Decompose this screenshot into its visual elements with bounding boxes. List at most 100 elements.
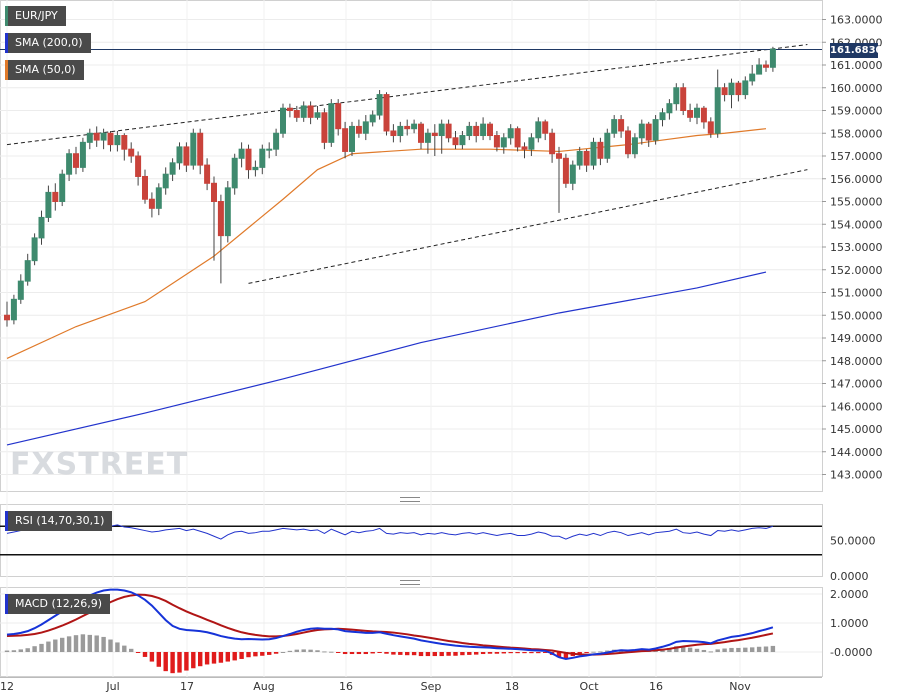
macd-histogram-bar-negative <box>273 652 279 654</box>
candle-down <box>342 128 349 152</box>
candle-up <box>328 103 335 143</box>
sma200-line <box>6 271 767 446</box>
candle-up <box>611 119 618 134</box>
candle-up <box>59 173 66 202</box>
macd-histogram-bar-positive <box>598 651 603 653</box>
price-tick-label: 152.0000 <box>830 264 883 277</box>
candle-up <box>259 148 266 168</box>
macd-legend[interactable]: MACD (12,26,9) <box>5 594 111 614</box>
rsi-legend[interactable]: RSI (14,70,30,1) <box>5 511 113 531</box>
macd-histogram-bar-positive <box>605 650 610 652</box>
sma200-legend[interactable]: SMA (200,0) <box>5 33 91 53</box>
macd-histogram-bar-negative <box>556 652 562 658</box>
candle-down <box>128 148 135 157</box>
candle-down <box>93 132 100 141</box>
candle-up <box>155 187 162 209</box>
candle-up <box>79 141 86 168</box>
candle-down <box>197 132 204 166</box>
macd-histogram-bar-negative <box>508 652 513 654</box>
candle-up <box>280 107 286 134</box>
price-tick-label: 159.0000 <box>830 105 883 118</box>
time-tick-label: Aug <box>253 680 274 693</box>
candle-up <box>224 187 231 237</box>
candle-down <box>700 107 707 123</box>
macd-histogram-bar-positive <box>115 642 120 652</box>
macd-line <box>6 588 774 660</box>
macd-label: MACD (12,26,9) <box>15 597 103 610</box>
candle-down <box>211 182 217 203</box>
grip-icon <box>400 580 420 585</box>
macd-color-swatch <box>5 594 8 614</box>
macd-histogram-bar-negative <box>349 652 355 655</box>
macd-histogram-bar-positive <box>750 647 755 652</box>
candle-up <box>500 137 507 148</box>
candle-up <box>314 112 321 118</box>
candle-down <box>562 157 569 184</box>
candle-up <box>349 125 355 152</box>
macd-histogram-bar-negative <box>177 652 182 673</box>
candle-down <box>355 125 362 134</box>
rsi-label: RSI (14,70,30,1) <box>15 514 105 527</box>
macd-histogram-bar-positive <box>4 650 10 652</box>
price-tick-label: 143.0000 <box>830 469 883 482</box>
time-tick-label: 18 <box>505 680 519 693</box>
rsi-line <box>6 523 774 540</box>
candle-up <box>169 162 176 175</box>
rsi-color-swatch <box>5 511 8 531</box>
macd-histogram-bar-negative <box>232 652 237 661</box>
macd-histogram-bar-negative <box>267 652 272 655</box>
candle-down <box>583 150 590 166</box>
candle-down <box>245 148 252 171</box>
candle-down <box>390 130 397 137</box>
price-tick-label: 151.0000 <box>830 287 883 300</box>
candle-up <box>749 73 756 82</box>
candle-up <box>576 150 583 166</box>
candle-up <box>652 119 659 141</box>
candle-up <box>659 112 666 121</box>
macd-histogram-bar-positive <box>280 652 286 653</box>
candle-up <box>362 121 369 134</box>
macd-histogram-bar-positive <box>11 650 17 652</box>
candle-up <box>480 123 487 137</box>
candle-down <box>687 110 694 118</box>
macd-histogram-bar-negative <box>225 652 230 662</box>
macd-tick-label: 1.0000 <box>830 617 869 630</box>
candle-down <box>487 123 493 137</box>
candle-up <box>231 157 238 189</box>
rsi-pane-resize-handle[interactable] <box>0 496 822 502</box>
macd-histogram-bar-positive <box>108 639 113 652</box>
candle-up <box>756 64 763 75</box>
macd-histogram-bar-positive <box>701 649 707 652</box>
price-tick-label: 149.0000 <box>830 332 883 345</box>
macd-histogram-bar-positive <box>322 651 327 653</box>
macd-histogram-bar-negative <box>135 652 141 653</box>
sma50-color-swatch <box>5 60 8 80</box>
candle-up <box>24 260 31 282</box>
time-tick-label: 17 <box>180 680 194 693</box>
sma50-legend[interactable]: SMA (50,0) <box>5 60 84 80</box>
macd-histogram-bar-negative <box>474 652 479 655</box>
rsi-tick-label: 0.0000 <box>830 570 869 583</box>
macd-signal-line <box>6 593 774 656</box>
macd-pane-resize-handle[interactable] <box>0 579 822 585</box>
macd-histogram-bar-negative <box>363 652 368 655</box>
candle-down <box>707 121 714 134</box>
candle-up <box>666 103 673 114</box>
candle-up <box>507 128 514 139</box>
candle-up <box>569 164 576 184</box>
macd-histogram-bar-negative <box>543 652 548 653</box>
macd-histogram-bar-negative <box>191 652 196 669</box>
symbol-legend[interactable]: EUR/JPY <box>5 6 66 26</box>
rsi-pane-frame <box>0 504 823 577</box>
price-tick-label: 147.0000 <box>830 378 883 391</box>
macd-histogram-bar-positive <box>756 646 762 652</box>
macd-histogram-bar-positive <box>694 648 700 652</box>
candle-up <box>10 298 17 321</box>
candle-up <box>590 141 597 166</box>
sma200-color-swatch <box>5 33 8 53</box>
candle-down <box>625 130 631 155</box>
candle-down <box>321 112 328 143</box>
candle-down <box>307 105 314 118</box>
fxstreet-watermark: FXSTREET <box>10 447 188 482</box>
